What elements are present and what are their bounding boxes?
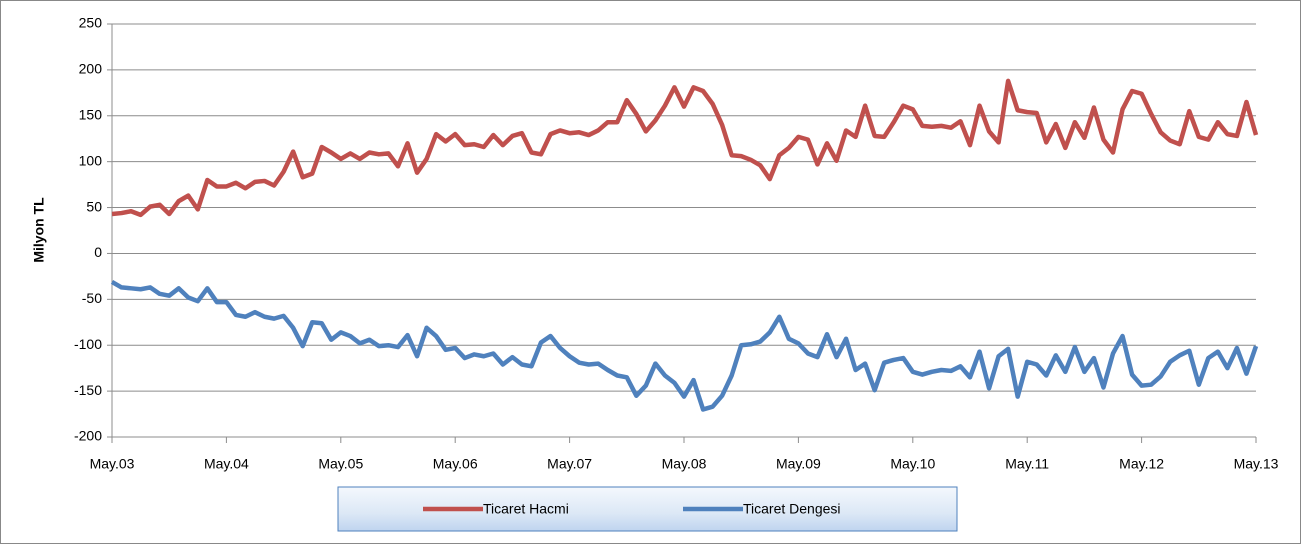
x-tick-label: May.09	[776, 456, 821, 472]
y-tick-label: -150	[74, 382, 102, 398]
y-tick-label: 100	[79, 152, 103, 168]
series-line	[110, 279, 1259, 412]
x-tick-label: May.12	[1119, 456, 1164, 472]
x-tick-label: May.11	[1005, 456, 1049, 472]
x-tick-label: May.04	[204, 456, 249, 472]
y-tick-label: 50	[86, 198, 102, 214]
y-tick-label: -100	[74, 336, 102, 352]
x-tick-label: May.05	[318, 456, 363, 472]
x-tick-label: May.03	[90, 456, 135, 472]
legend-label: Ticaret Hacmi	[483, 501, 569, 517]
x-tick-label: May.10	[890, 456, 935, 472]
y-tick-label: -50	[82, 290, 102, 306]
y-tick-label: -200	[74, 428, 102, 444]
legend-label: Ticaret Dengesi	[743, 501, 841, 517]
y-tick-label: 150	[79, 106, 103, 122]
x-tick-label: May.13	[1234, 456, 1279, 472]
y-tick-label: 200	[79, 61, 103, 77]
x-tick-label: May.06	[433, 456, 478, 472]
series-line	[111, 78, 1259, 218]
y-tick-label: 250	[79, 15, 103, 31]
y-axis-label: Milyon TL	[31, 197, 47, 263]
x-tick-label: May.07	[547, 456, 592, 472]
x-tick-label: May.08	[662, 456, 707, 472]
y-tick-label: 0	[94, 244, 102, 260]
